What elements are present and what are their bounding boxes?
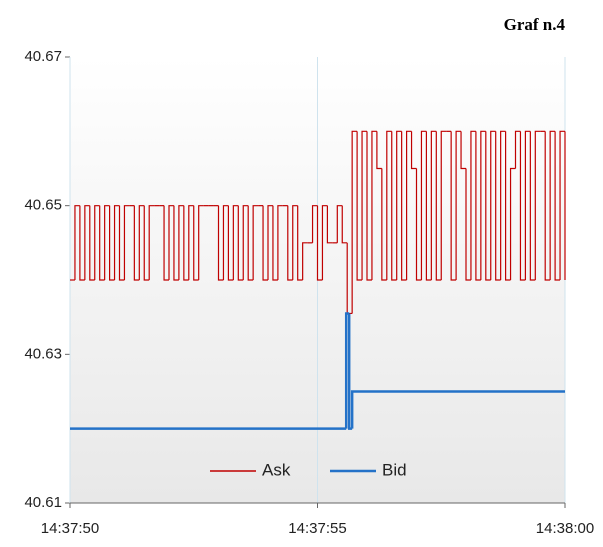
line-segment	[74, 205, 80, 280]
line-segment	[549, 130, 556, 280]
line-segment	[410, 131, 417, 170]
line-segment	[475, 131, 481, 281]
line-segment	[386, 130, 392, 280]
line-segment	[381, 168, 387, 281]
line-segment	[173, 205, 179, 281]
line-segment	[247, 205, 254, 281]
line-segment	[252, 205, 259, 280]
line-segment	[401, 131, 407, 281]
x-tick-label: 14:38:00	[536, 520, 594, 537]
line-segment	[430, 130, 437, 280]
line-segment	[371, 130, 377, 280]
line-segment	[509, 167, 516, 280]
line-segment	[450, 131, 457, 281]
line-segment	[79, 205, 85, 281]
line-segment	[534, 130, 541, 280]
line-segment	[391, 131, 397, 281]
line-segment	[198, 205, 204, 280]
y-tick-label: 40.65	[24, 197, 62, 214]
line-segment	[490, 130, 496, 280]
line-segment	[406, 130, 412, 280]
line-segment	[519, 131, 526, 281]
line-segment	[178, 205, 184, 280]
line-segment	[376, 131, 382, 170]
line-segment	[415, 168, 422, 281]
line-segment	[297, 205, 303, 281]
line-segment	[347, 313, 353, 430]
y-tick-label: 40.63	[24, 345, 62, 362]
legend-label: Ask	[262, 460, 291, 479]
line-segment	[232, 205, 239, 280]
line-segment	[554, 131, 561, 281]
line-segment	[470, 130, 476, 280]
line-segment	[272, 205, 278, 281]
line-segment	[138, 205, 145, 280]
line-segment	[336, 205, 343, 243]
line-segment	[495, 131, 501, 281]
line-segment	[99, 205, 105, 281]
line-segment	[277, 205, 283, 280]
line-segment	[163, 205, 169, 281]
line-segment	[94, 205, 100, 280]
line-segment	[529, 131, 536, 281]
y-tick-label: 40.61	[24, 494, 62, 511]
line-segment	[465, 168, 471, 281]
y-tick-label: 40.67	[24, 48, 62, 65]
legend-label: Bid	[382, 460, 407, 479]
line-segment	[193, 205, 199, 281]
line-segment	[168, 205, 174, 280]
line-segment	[237, 205, 244, 281]
line-segment	[366, 131, 372, 281]
line-segment	[350, 390, 565, 429]
line-segment	[440, 130, 447, 280]
line-segment	[524, 130, 531, 280]
line-segment	[188, 205, 194, 280]
line-segment	[109, 205, 115, 281]
x-tick-label: 14:37:55	[288, 520, 346, 537]
line-segment	[292, 205, 298, 280]
line-segment	[217, 205, 224, 281]
line-segment	[113, 205, 120, 280]
line-segment	[435, 131, 442, 281]
line-segment	[262, 205, 268, 281]
line-segment	[460, 131, 466, 170]
line-segment	[326, 205, 333, 244]
line-segment	[500, 130, 506, 280]
line-segment	[222, 205, 229, 280]
line-segment	[148, 205, 155, 280]
line-segment	[316, 205, 323, 281]
x-tick-label: 14:37:50	[41, 520, 99, 537]
line-segment	[287, 205, 293, 281]
line-segment	[84, 205, 90, 280]
line-segment	[104, 205, 110, 280]
line-segment	[133, 205, 140, 281]
line-segment	[351, 130, 358, 314]
line-segment	[118, 205, 125, 281]
line-segment	[480, 130, 486, 280]
line-segment	[361, 130, 367, 280]
line-segment	[89, 205, 95, 281]
chart-title: Graf n.4	[504, 15, 566, 34]
line-segment	[267, 205, 273, 280]
line-segment	[227, 205, 234, 281]
line-segment	[143, 205, 150, 281]
line-segment	[356, 131, 363, 281]
line-segment	[559, 130, 565, 280]
line-segment	[544, 131, 551, 281]
line-segment	[123, 205, 130, 280]
line-segment	[311, 205, 318, 243]
line-segment	[183, 205, 189, 281]
line-segment	[455, 130, 462, 280]
line-segment	[321, 205, 328, 280]
line-segment	[485, 131, 491, 281]
line-segment	[505, 131, 511, 281]
line-segment	[396, 130, 402, 280]
line-segment	[425, 131, 432, 281]
line-segment	[420, 130, 427, 280]
line-segment	[302, 242, 308, 280]
line-segment	[242, 205, 249, 280]
line-segment	[514, 130, 521, 169]
line-segment	[341, 205, 348, 244]
